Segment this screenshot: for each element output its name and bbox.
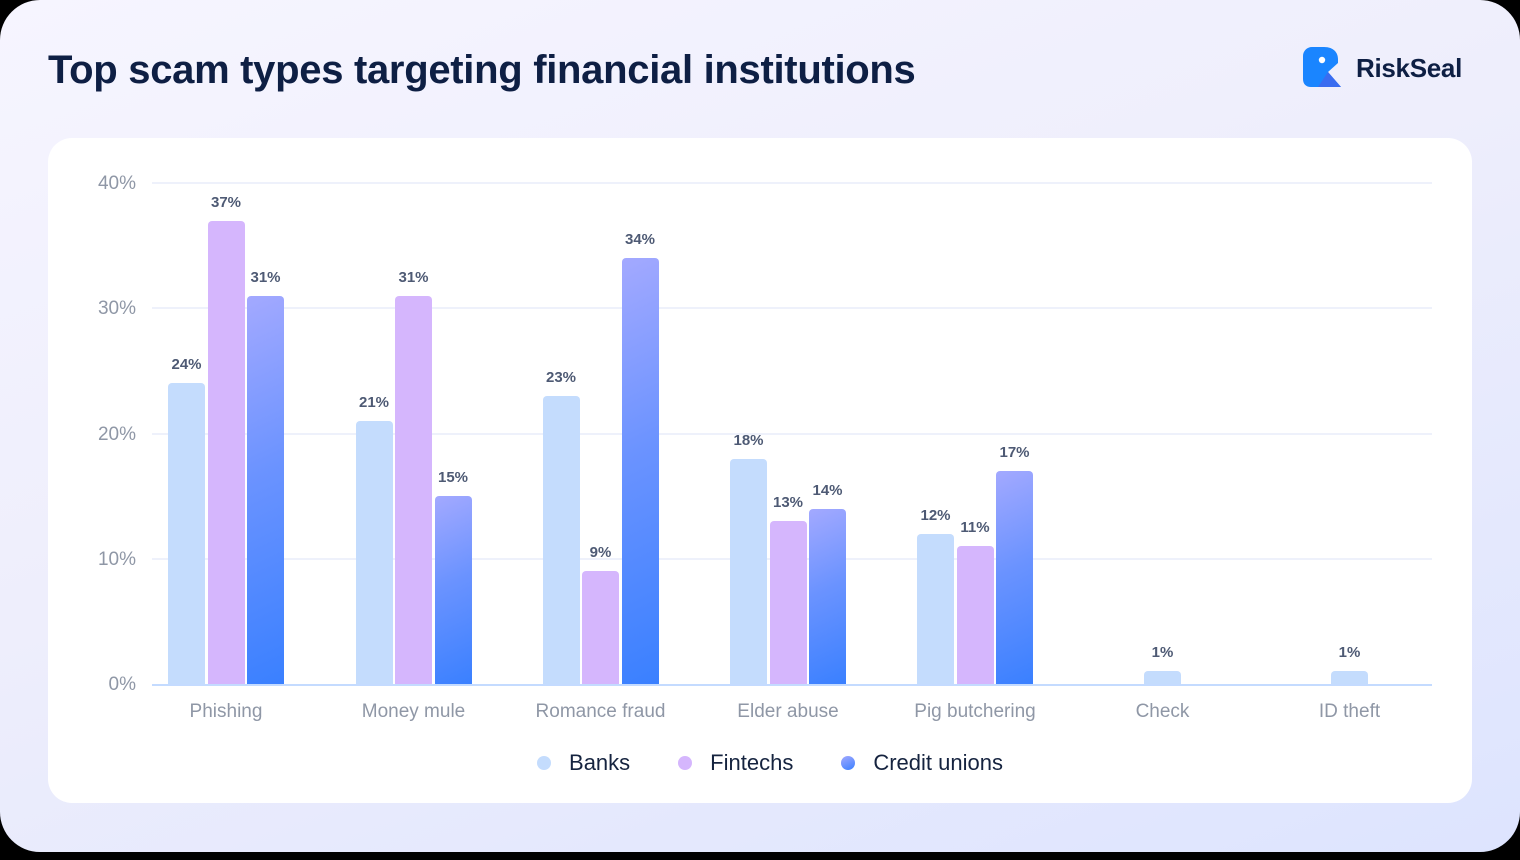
value-label: 21%: [358, 393, 390, 411]
value-label: 11%: [960, 519, 990, 537]
bar-credit-unions: [434, 496, 472, 684]
bar-credit-unions: [809, 508, 846, 684]
gridline: [152, 307, 1432, 310]
y-axis-tick: 10%: [97, 548, 136, 570]
y-axis-tick: 20%: [97, 423, 136, 445]
chart-legend: Banks Fintechs Credit unions: [0, 750, 1520, 776]
x-axis-label: Money mule: [361, 701, 466, 722]
bar-fintechs: [956, 546, 994, 684]
value-label: 14%: [812, 481, 843, 499]
bar-fintechs: [582, 571, 619, 684]
banks-dot-icon: [537, 756, 552, 770]
bar-banks: [542, 395, 580, 684]
bar-credit-unions: [996, 471, 1033, 684]
bar-fintechs: [395, 295, 432, 684]
legend-item-fintechs: Fintechs: [678, 750, 793, 776]
bar-banks: [168, 383, 205, 684]
value-label: 18%: [733, 431, 764, 449]
value-label: 12%: [920, 506, 951, 524]
bar-banks: [1331, 671, 1368, 684]
value-label: 1%: [1151, 644, 1174, 662]
value-label: 13%: [772, 494, 804, 512]
value-label: 31%: [250, 268, 281, 286]
fintechs-dot-icon: [678, 756, 693, 770]
brand-name: RiskSeal: [1356, 52, 1463, 83]
credit-unions-dot-icon: [841, 756, 856, 770]
bar-banks: [1144, 671, 1181, 684]
legend-label: Banks: [569, 750, 631, 775]
legend-label: Fintechs: [710, 750, 794, 775]
value-label: 17%: [999, 444, 1030, 462]
x-axis-label: Check: [1135, 701, 1190, 722]
gridline: [152, 432, 1432, 435]
value-label: 37%: [210, 193, 242, 211]
bar-credit-unions: [621, 258, 659, 684]
x-axis-label: Romance fraud: [535, 701, 666, 722]
y-axis-tick: 40%: [97, 173, 136, 194]
bar-banks: [355, 420, 393, 684]
legend-label: Credit unions: [873, 750, 1003, 775]
value-label: 1%: [1338, 644, 1361, 662]
gridline: [152, 182, 1432, 184]
x-axis-label: Elder abuse: [737, 701, 839, 722]
page-title: Top scam types targeting financial insti…: [48, 48, 916, 92]
value-label: 31%: [398, 268, 429, 286]
value-label: 34%: [624, 231, 656, 249]
bar-fintechs: [207, 220, 245, 684]
value-label: 15%: [437, 469, 469, 487]
legend-item-credit-unions: Credit unions: [841, 750, 1003, 776]
value-label: 23%: [545, 368, 577, 386]
y-axis-tick: 30%: [97, 298, 136, 320]
x-axis-label: Phishing: [189, 701, 263, 722]
legend-item-banks: Banks: [537, 750, 630, 776]
seal-logo-icon: [1303, 47, 1341, 87]
bar-credit-unions: [247, 295, 284, 684]
bar-banks: [730, 458, 767, 684]
brand-logo: RiskSeal: [1302, 47, 1462, 89]
y-axis-tick: 0%: [108, 674, 136, 695]
bar-banks: [917, 533, 954, 684]
x-axis-label: ID theft: [1318, 701, 1381, 722]
x-axis-line: [152, 683, 1432, 686]
x-axis-label: Pig butchering: [914, 701, 1036, 722]
value-label: 24%: [171, 356, 202, 374]
bar-fintechs: [769, 521, 807, 684]
value-label: 9%: [589, 544, 612, 562]
